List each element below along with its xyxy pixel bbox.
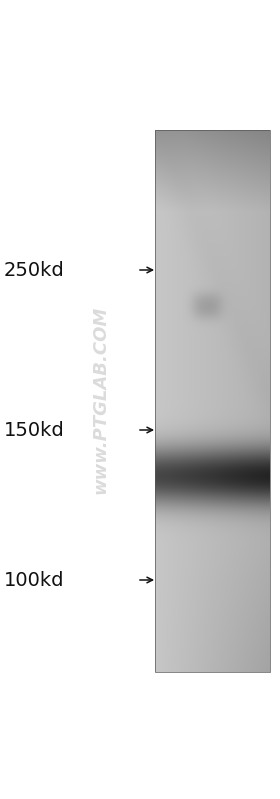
Text: www.PTGLAB.COM: www.PTGLAB.COM: [91, 305, 109, 494]
Text: 100kd: 100kd: [4, 570, 64, 590]
Bar: [155, 130, 270, 672]
Text: 250kd: 250kd: [4, 260, 65, 280]
Text: 150kd: 150kd: [4, 420, 65, 439]
